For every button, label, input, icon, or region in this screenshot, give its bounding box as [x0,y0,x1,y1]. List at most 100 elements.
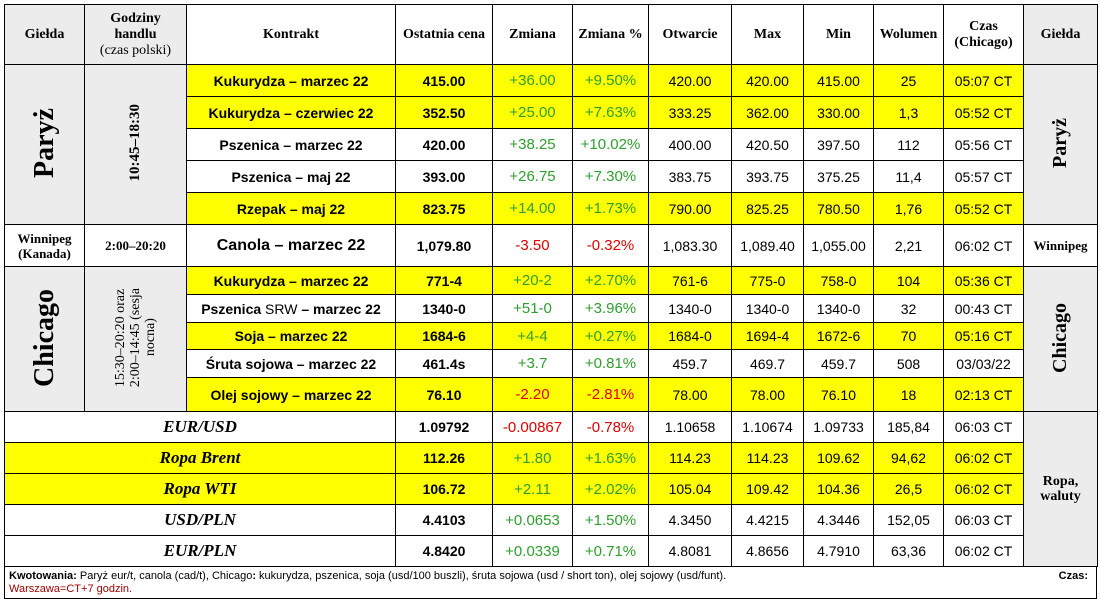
header-godziny-line1: Godziny [110,10,161,26]
time: 05:16 CT [943,322,1024,350]
max: 420.00 [731,64,804,97]
volume: 25 [873,64,944,97]
max: 775-0 [731,266,804,295]
open: 4.8081 [648,535,732,567]
min: 4.3446 [803,504,874,536]
volume: 26,5 [873,473,944,505]
group-name: Paryż [28,108,60,178]
change-pct: +9.50% [572,64,649,97]
change: +51-0 [492,294,573,323]
last-price: 420.00 [395,128,493,161]
time: 05:52 CT [943,96,1024,129]
min: 4.7910 [803,535,874,567]
open: 459.7 [648,349,732,378]
last-price: 1.09792 [395,411,493,443]
change: +3.7 [492,349,573,378]
table-row: Rzepak – maj 22 823.75 +14.00 +1.73% 790… [4,192,1098,225]
last-price: 393.00 [395,160,493,193]
last-price: 106.72 [395,473,493,505]
open: 1,083.30 [648,224,732,267]
change: +1.80 [492,442,573,474]
max: 1,089.40 [731,224,804,267]
last-price: 1684-6 [395,322,493,350]
header-godziny-line2: handlu [114,26,157,42]
open: 1684-0 [648,322,732,350]
group-paryz-hours: 10:45–18:30 [84,64,187,225]
footer-czas: Czas: [1059,570,1088,583]
footer-label: Kwotowania: [9,570,77,582]
table-row: Kukurydza – czerwiec 22 352.50 +25.00 +7… [4,96,1098,129]
trading-hours-line2: 2:00–14:45 (sesja [128,287,143,388]
change-pct: +1.63% [572,442,649,474]
contract-name: EUR/USD [4,411,396,443]
max: 362.00 [731,96,804,129]
max: 1340-0 [731,294,804,323]
group-name-line1: Ropa, [1042,474,1079,489]
footer-czas-colon: : [1084,570,1088,582]
trading-hours: 15:30–20:20 oraz 2:00–14:45 (sesja nocna… [113,288,158,387]
change: -2.20 [492,377,573,412]
min: 330.00 [803,96,874,129]
last-price: 112.26 [395,442,493,474]
min: 459.7 [803,349,874,378]
group-name: Winnipeg [17,230,72,246]
contract-name: Kukurydza – marzec 22 [186,266,396,295]
footer-text-b: : [252,570,256,582]
footer-note: Kwotowania: Paryż eur/t, canola (cad/t),… [4,567,1097,599]
header-kontrakt: Kontrakt [186,4,396,65]
volume: 70 [873,322,944,350]
table-row: Chicago 15:30–20:20 oraz 2:00–14:45 (ses… [4,266,1098,412]
open: 420.00 [648,64,732,97]
max: 1.10674 [731,411,804,443]
change-pct: +2.02% [572,473,649,505]
table-row: Winnipeg (Kanada) 2:00–20:20 Canola – ma… [4,224,1098,267]
header-czas: Czas (Chicago) [943,4,1024,65]
min: 1340-0 [803,294,874,323]
volume: 152,05 [873,504,944,536]
table-row: Ropa WTI 106.72 +2.11 +2.02% 105.04 109.… [4,473,1098,505]
contract-name: Pszenica SRW – marzec 22 [186,294,396,323]
open: 333.25 [648,96,732,129]
volume: 94,62 [873,442,944,474]
min: 109.62 [803,442,874,474]
trading-hours-line3: nocna) [143,318,158,357]
time: 06:02 CT [943,473,1024,505]
open: 400.00 [648,128,732,161]
max: 825.25 [731,192,804,225]
header-max: Max [731,4,804,65]
quotes-table: Giełda Godziny handlu (czas polski) Kont… [4,4,1098,567]
header-godziny: Godziny handlu (czas polski) [84,4,187,65]
last-price: 352.50 [395,96,493,129]
time: 05:57 CT [943,160,1024,193]
change-pct: +1.73% [572,192,649,225]
change-pct: +0.71% [572,535,649,567]
max: 4.4215 [731,504,804,536]
group-name: Paryż [1049,118,1071,168]
table-row: Paryż 10:45–18:30 Kukurydza – marzec 22 … [4,64,1098,225]
volume: 508 [873,349,944,378]
change: +36.00 [492,64,573,97]
footer-text-a: Paryż eur/t, canola (cad/t), Chicago [76,570,253,582]
contract-name: Pszenica – marzec 22 [186,128,396,161]
group-winnipeg-left: Winnipeg (Kanada) [4,224,85,267]
table-row: Pszenica – marzec 22 420.00 +38.25 +10.0… [4,128,1098,161]
footer-time-note: Warszawa=CT+7 godzin. [9,583,133,595]
header-min: Min [803,4,874,65]
change: +0.0339 [492,535,573,567]
last-price: 1340-0 [395,294,493,323]
min: 1.09733 [803,411,874,443]
min: 104.36 [803,473,874,505]
contract-name: Rzepak – maj 22 [186,192,396,225]
change: +20-2 [492,266,573,295]
table-row: Pszenica – maj 22 393.00 +26.75 +7.30% 3… [4,160,1098,193]
header-row: Giełda Godziny handlu (czas polski) Kont… [4,4,1098,65]
header-gielda-right: Giełda [1023,4,1098,65]
last-price: 823.75 [395,192,493,225]
last-price: 4.4103 [395,504,493,536]
table-row: EUR/USD 1.09792 -0.00867 -0.78% 1.10658 … [4,411,1098,567]
change: +26.75 [492,160,573,193]
min: 375.25 [803,160,874,193]
table-row: Olej sojowy – marzec 22 76.10 -2.20 -2.8… [4,377,1098,412]
time: 06:02 CT [943,224,1024,267]
change: +25.00 [492,96,573,129]
